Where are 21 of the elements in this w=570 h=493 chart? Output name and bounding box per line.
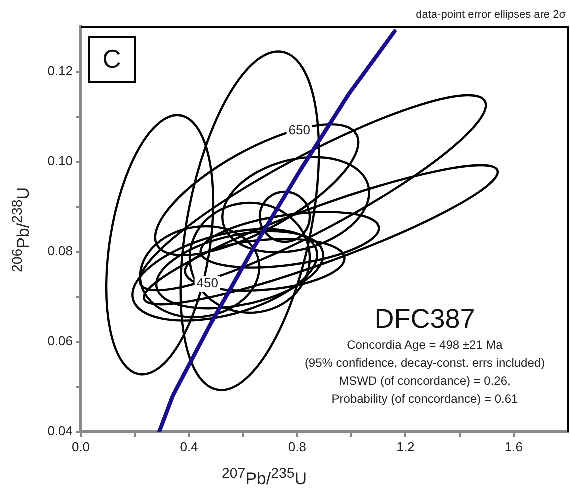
x-tick-label: 1.2 xyxy=(396,439,415,454)
x-axis-title: $^{207}$Pb/$^{235}$U xyxy=(220,466,308,490)
y-tick-label: 0.12 xyxy=(48,64,73,79)
annotation: MSWD (of concordance) = 0.26, xyxy=(338,373,512,390)
annotation: 650 xyxy=(288,122,310,138)
x-tick-label: 0.8 xyxy=(288,439,306,454)
label-box: C xyxy=(88,36,136,83)
y-tick-label: 0.06 xyxy=(48,334,73,349)
annotation: 450 xyxy=(196,276,219,291)
text: DFC387 xyxy=(374,303,476,336)
x-tick-label: 0.4 xyxy=(180,439,198,454)
x-tick-label: 0.0 xyxy=(72,439,90,454)
text: data-point error ellipses are 2σ xyxy=(416,9,566,21)
annotation: Concordia Age = 498 ±21 Ma xyxy=(346,337,504,354)
x-tick-label: 1.6 xyxy=(504,439,523,454)
y-tick-label: 0.10 xyxy=(48,154,73,169)
annotation: C xyxy=(102,44,122,75)
y-tick-label: 0.04 xyxy=(48,424,73,439)
y-tick-label: 0.08 xyxy=(48,244,73,259)
annotation: Probability (of concordance) = 0.61 xyxy=(330,391,520,408)
annotation: (95% confidence, decay-const. errs included) xyxy=(304,355,546,372)
